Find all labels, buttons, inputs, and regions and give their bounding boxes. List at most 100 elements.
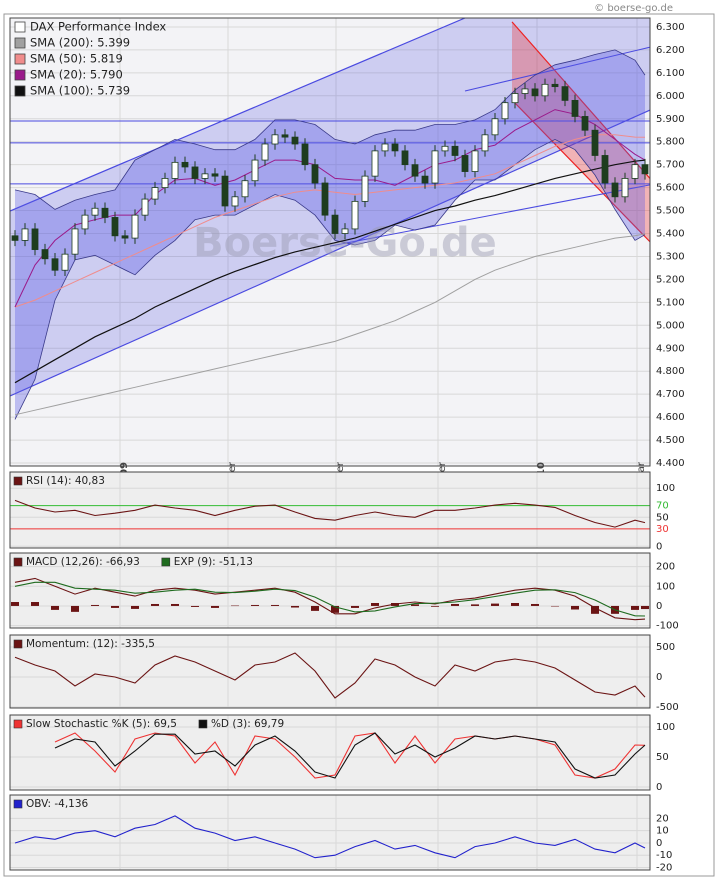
histogram-bar <box>251 604 259 606</box>
histogram-bar <box>641 605 649 610</box>
candle-body <box>541 83 549 97</box>
y-tick-label: 5.800 <box>656 137 685 148</box>
legend-swatch <box>13 639 23 649</box>
candle-body <box>391 143 399 152</box>
candle-body <box>161 178 169 189</box>
candle-body <box>221 175 229 207</box>
y-tick-label: 5.100 <box>656 297 685 308</box>
legend-swatch <box>13 799 23 809</box>
histogram-bar <box>111 605 119 608</box>
reference-label: 30 <box>656 524 669 535</box>
candle-body <box>241 180 249 198</box>
legend-label: MACD (12,26): -66,93 <box>26 556 140 568</box>
candle-body <box>451 145 459 156</box>
y-tick-label: 4.600 <box>656 412 685 423</box>
histogram-bar <box>331 605 339 613</box>
panel-background <box>10 795 650 870</box>
y-tick-label: 0 <box>656 541 662 552</box>
panel-border <box>9 471 651 549</box>
sma-line <box>14 134 646 308</box>
candle-body <box>281 134 289 138</box>
candle-body <box>151 187 159 200</box>
histogram-bar <box>511 603 519 606</box>
histogram-bar <box>31 602 39 606</box>
legend-label: DAX Performance Index <box>30 20 166 34</box>
legend-label: Momentum: (12): -335,5 <box>26 638 155 650</box>
y-tick-label: 6.200 <box>656 45 685 56</box>
candle-body <box>231 196 239 207</box>
candle-body <box>491 118 499 136</box>
y-tick-label: 5.700 <box>656 160 685 171</box>
candle-body <box>351 200 359 230</box>
legend-swatch <box>14 69 26 81</box>
indicator-line <box>14 581 646 617</box>
y-tick-label: 0 <box>656 601 662 612</box>
trend-line <box>329 184 650 247</box>
histogram-bar <box>531 603 539 606</box>
indicator-line <box>54 732 646 779</box>
channel-line <box>511 99 650 243</box>
candle-body <box>81 214 89 230</box>
candle-body <box>111 217 119 237</box>
histogram-bar <box>631 605 639 610</box>
y-tick-label: 0 <box>656 672 662 683</box>
legend-swatch <box>198 719 208 729</box>
trend-line <box>464 46 650 92</box>
sma-line <box>14 159 646 384</box>
histogram-bar <box>271 604 279 606</box>
histogram-bar <box>231 605 239 607</box>
candle-body <box>171 161 179 179</box>
histogram-bar <box>431 605 439 607</box>
histogram-bar <box>551 605 559 607</box>
indicator-line <box>14 499 646 528</box>
candle-body <box>441 145 449 152</box>
candle-body <box>131 214 139 239</box>
legend-label: SMA (200): 5.399 <box>30 36 130 50</box>
legend-label: Slow Stochastic %K (5): 69,5 <box>26 718 177 730</box>
y-tick-label: 5.900 <box>656 114 685 125</box>
reference-label: 70 <box>656 501 669 512</box>
candle-body <box>501 102 509 120</box>
panel-border <box>9 634 651 709</box>
source: © boerse-go.de <box>594 3 673 14</box>
candle-body <box>531 88 539 97</box>
legend-swatch <box>161 557 171 567</box>
candle-body <box>291 136 299 145</box>
candle-body <box>201 173 209 179</box>
candle-body <box>401 150 409 166</box>
y-tick-label: 50 <box>656 752 669 763</box>
band-upper <box>14 49 646 210</box>
y-tick-label: 5.400 <box>656 229 685 240</box>
channel-line <box>511 21 650 179</box>
y-tick-label: -20 <box>656 863 672 874</box>
indicator-line <box>14 652 646 699</box>
histogram-bar <box>471 604 479 606</box>
y-tick-label: 6.100 <box>656 68 685 79</box>
candle-body <box>331 214 339 234</box>
sma-line <box>14 233 646 416</box>
histogram-bar <box>291 605 299 608</box>
candle-body <box>581 116 589 131</box>
legend-label: RSI (14): 40,83 <box>26 475 105 487</box>
channel-line <box>10 109 650 397</box>
y-tick-label: 5.600 <box>656 183 685 194</box>
y-tick-label: 100 <box>656 581 675 592</box>
histogram-bar <box>351 605 359 608</box>
candle-body <box>121 235 129 239</box>
candle-body <box>371 150 379 177</box>
legend-swatch <box>14 53 26 65</box>
y-tick-label: 0 <box>656 838 662 849</box>
band-lower <box>14 138 646 420</box>
histogram-bar <box>171 603 179 606</box>
histogram-bar <box>91 604 99 606</box>
candle-body <box>591 129 599 156</box>
candle-body <box>181 161 189 168</box>
candle-body <box>431 150 439 184</box>
candle-body <box>101 207 109 218</box>
legend-label: OBV: -4,136 <box>26 798 89 810</box>
candle-body <box>521 88 529 94</box>
histogram-bar <box>151 603 159 606</box>
legend-swatch <box>13 719 23 729</box>
